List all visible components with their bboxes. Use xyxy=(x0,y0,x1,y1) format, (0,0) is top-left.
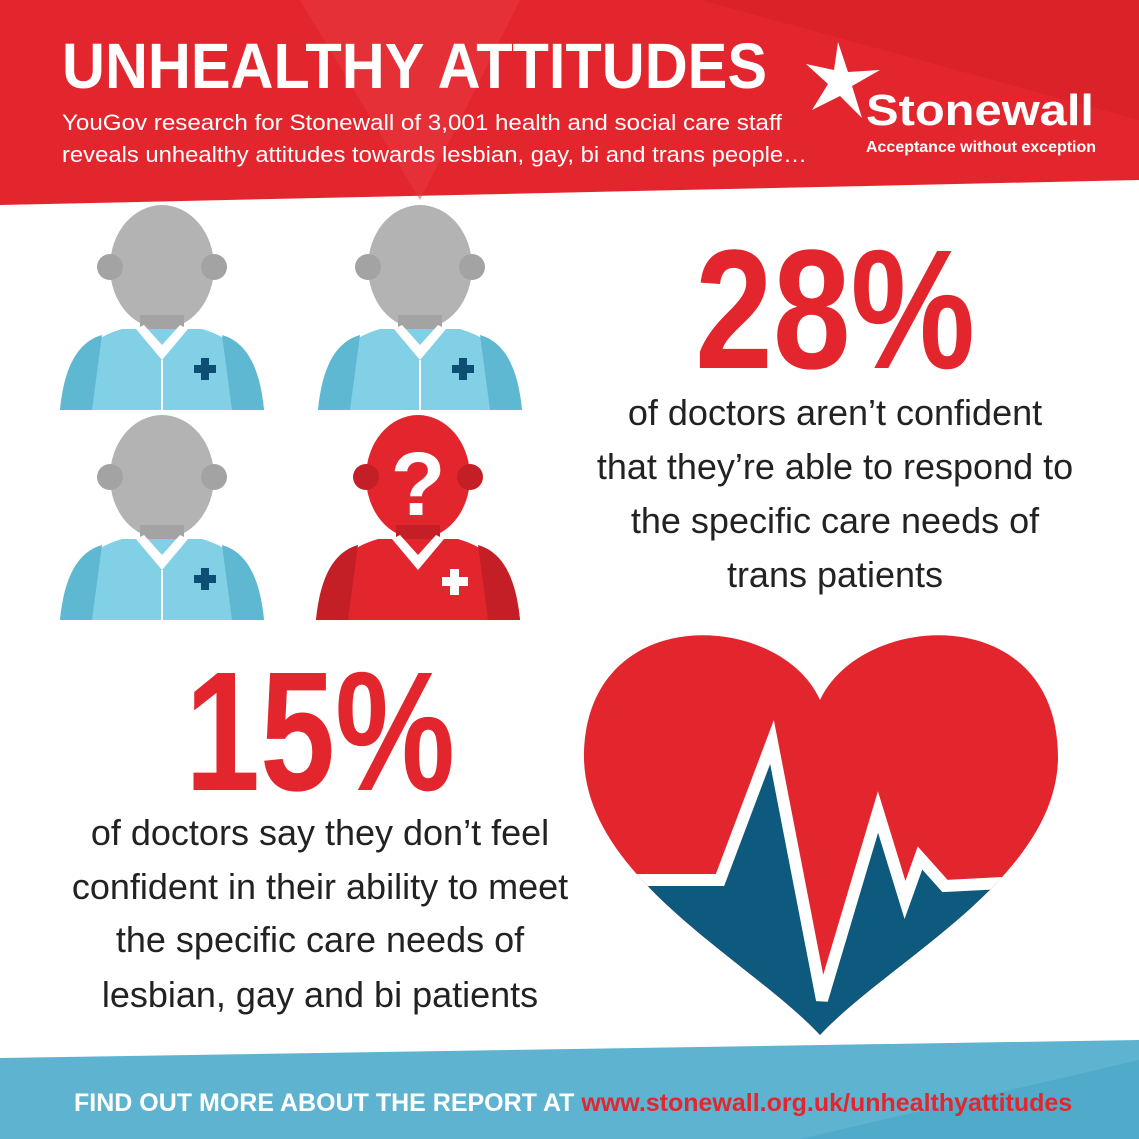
stat-text: confident in their ability to meet xyxy=(72,866,568,907)
footer-prompt: FIND OUT MORE ABOUT THE REPORT AT xyxy=(74,1089,574,1117)
stat-text: the specific care needs of xyxy=(116,919,525,960)
doctor-icon xyxy=(59,414,265,621)
header-facet xyxy=(700,0,1139,120)
header-band xyxy=(0,0,1139,205)
subtitle: YouGov research for Stonewall of 3,001 h… xyxy=(62,110,783,135)
heart-icon xyxy=(583,635,1059,1035)
stat-text: the specific care needs of xyxy=(631,500,1040,541)
logo-star xyxy=(806,42,880,118)
question-mark: ? xyxy=(391,435,446,535)
unknown-doctor-icon: ? xyxy=(316,415,520,620)
stat-text: lesbian, gay and bi patients xyxy=(102,974,538,1015)
doctor-icon xyxy=(317,204,523,411)
subtitle: reveals unhealthy attitudes towards lesb… xyxy=(62,142,807,167)
stat-figure: 28% xyxy=(695,215,975,405)
footer-text: FIND OUT MORE ABOUT THE REPORT AT www.st… xyxy=(74,1089,1072,1117)
footer-band xyxy=(0,1040,1139,1139)
logo-tagline: Acceptance without exception xyxy=(866,139,1096,156)
stat-text: of doctors aren’t confident xyxy=(628,392,1042,433)
footer-url[interactable]: www.stonewall.org.uk/unhealthyattitudes xyxy=(580,1089,1072,1117)
stat-text: trans patients xyxy=(727,554,943,595)
title: UNHEALTHY ATTITUDES xyxy=(62,30,767,102)
logo-name: Stonewall xyxy=(866,86,1094,135)
stat-figure: 15% xyxy=(185,637,455,827)
doctor-icon xyxy=(59,204,265,411)
stat-text: of doctors say they don’t feel xyxy=(91,812,549,853)
footer-facet xyxy=(800,1060,1139,1139)
header-facet xyxy=(300,0,520,200)
stat-text: that they’re able to respond to xyxy=(597,446,1073,487)
